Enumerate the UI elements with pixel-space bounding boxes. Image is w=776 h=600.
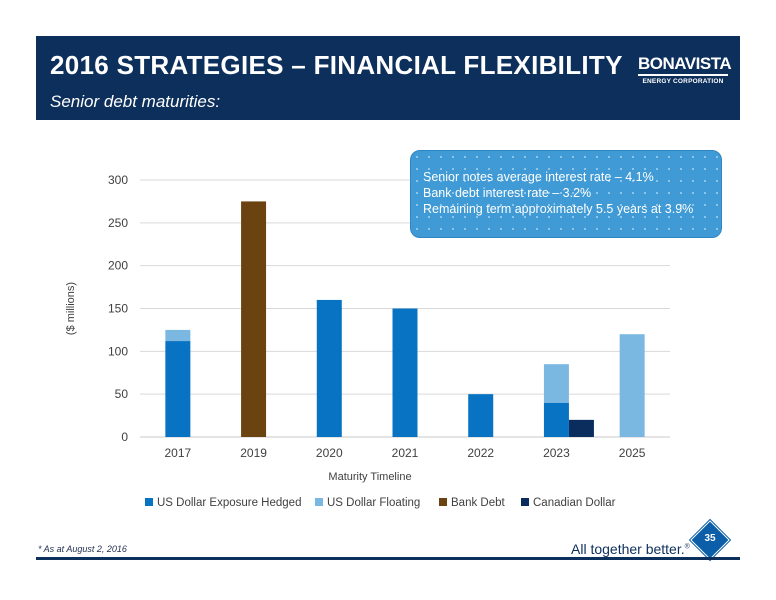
y-tick-label: 200 bbox=[108, 259, 128, 273]
legend-swatch-canadian bbox=[521, 497, 529, 506]
y-tick-label: 0 bbox=[121, 430, 128, 444]
legend-label: US Dollar Floating bbox=[327, 497, 421, 509]
legend-label: Bank Debt bbox=[451, 497, 505, 509]
x-axis-label: Maturity Timeline bbox=[328, 471, 411, 483]
x-tick-label: 2021 bbox=[392, 446, 419, 460]
callout-line-remaining-term: Remaining term approximately 5.5 years a… bbox=[423, 202, 694, 216]
bar-2017-series-1 bbox=[165, 329, 191, 342]
legend-label: US Dollar Exposure Hedged bbox=[157, 497, 302, 509]
callout-line-bank-debt: Bank debt interest rate – 3.2% bbox=[423, 186, 592, 200]
page-title: 2016 STRATEGIES – FINANCIAL FLEXIBILITY bbox=[50, 50, 623, 80]
bar-2022-series-0 bbox=[468, 394, 494, 437]
logo-tagline: ENERGY CORPORATION bbox=[642, 78, 724, 85]
bar-2023-series-1 bbox=[543, 364, 569, 403]
bar-2023-series-0 bbox=[543, 402, 569, 437]
legend-swatch-bank-debt bbox=[439, 497, 447, 506]
legend-item-canadian: Canadian Dollar bbox=[521, 497, 615, 509]
x-tick-label: 2023 bbox=[543, 446, 570, 460]
y-tick-label: 250 bbox=[108, 216, 128, 230]
legend-swatch-us-hedged bbox=[145, 497, 153, 506]
y-tick-label: 300 bbox=[108, 173, 128, 187]
bar-2025-series-1 bbox=[619, 334, 645, 437]
legend-label: Canadian Dollar bbox=[533, 497, 616, 509]
company-logo: BONAVISTA ENERGY CORPORATION bbox=[638, 54, 732, 85]
footnote: * As at August 2, 2016 bbox=[38, 544, 127, 554]
header-banner: 2016 STRATEGIES – FINANCIAL FLEXIBILITY … bbox=[36, 36, 740, 120]
registered-mark: ® bbox=[684, 543, 690, 551]
bar-2023-series-3 bbox=[568, 419, 594, 437]
callout-line-senior-notes: Senior notes average interest rate – 4.1… bbox=[423, 170, 654, 184]
footer-rule bbox=[36, 557, 740, 560]
bar-2021-series-0 bbox=[392, 308, 418, 437]
page-subtitle: Senior debt maturities: bbox=[50, 92, 221, 111]
logo-wordmark: BONAVISTA bbox=[638, 54, 732, 76]
legend-item-us-floating: US Dollar Floating bbox=[315, 497, 420, 509]
x-tick-label: 2019 bbox=[240, 446, 267, 460]
bar-2017-series-0 bbox=[165, 341, 191, 437]
tagline: All together better.® bbox=[571, 541, 690, 557]
page-number: 35 bbox=[704, 533, 716, 544]
bar-2020-series-0 bbox=[316, 299, 342, 437]
x-tick-label: 2017 bbox=[165, 446, 192, 460]
x-tick-label: 2020 bbox=[316, 446, 343, 460]
bar-2019-series-2 bbox=[241, 201, 267, 437]
legend-item-us-hedged: US Dollar Exposure Hedged bbox=[145, 497, 301, 509]
y-tick-label: 150 bbox=[108, 302, 128, 316]
legend-swatch-us-floating bbox=[315, 497, 323, 506]
legend-item-bank-debt: Bank Debt bbox=[439, 497, 505, 509]
y-tick-label: 100 bbox=[108, 344, 128, 358]
x-tick-label: 2022 bbox=[467, 446, 494, 460]
tagline-text: All together better. bbox=[571, 541, 685, 557]
x-tick-label: 2025 bbox=[619, 446, 646, 460]
y-axis-label: ($ millions) bbox=[65, 282, 77, 335]
interest-rate-callout: Senior notes average interest rate – 4.1… bbox=[410, 150, 722, 238]
y-tick-label: 50 bbox=[115, 387, 129, 401]
